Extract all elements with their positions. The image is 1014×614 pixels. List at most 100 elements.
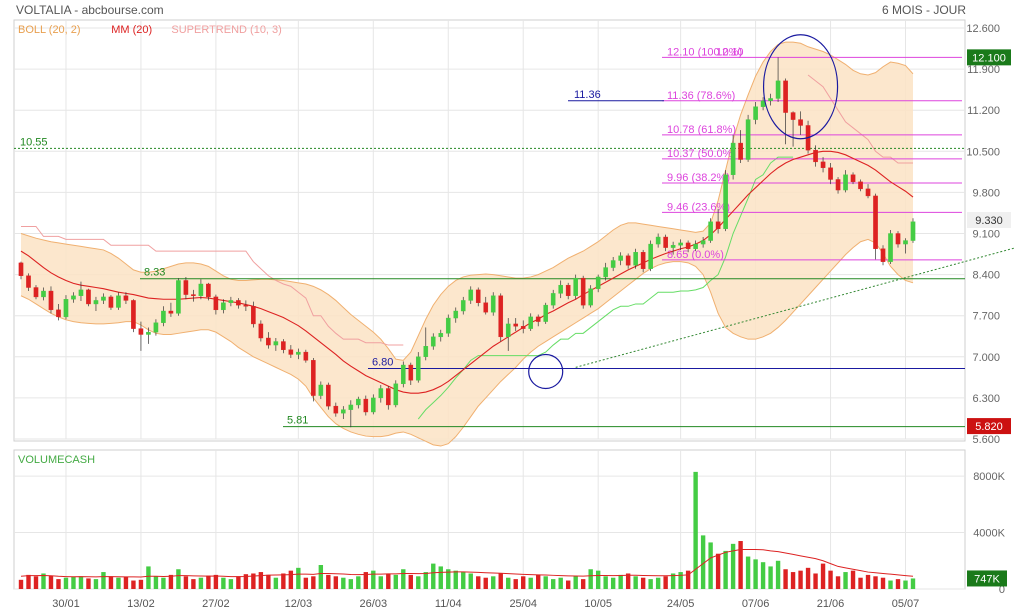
horizontal-level-label: 10.55 (20, 136, 48, 148)
legend-item: BOLL (20, 2) (18, 24, 81, 36)
candle-body (311, 360, 316, 396)
volume-bar (551, 579, 556, 589)
candle-body (798, 119, 803, 126)
candle-body (198, 283, 204, 296)
period-label[interactable]: 6 MOIS - JOUR (881, 3, 966, 17)
candle-body (213, 296, 219, 311)
candle-body (146, 331, 151, 335)
volume-bar (206, 575, 211, 589)
volume-bar (416, 576, 421, 589)
candle-body (693, 243, 698, 249)
candle-body (490, 295, 496, 313)
x-tick-label: 11/04 (435, 598, 462, 610)
volume-bar (116, 577, 121, 589)
volume-bar (798, 570, 803, 589)
candle-body (858, 181, 863, 190)
volume-bar (258, 572, 264, 589)
candle-body (528, 316, 534, 329)
candle-body (191, 294, 196, 296)
volume-bar (603, 576, 608, 589)
volume-bar (745, 556, 751, 589)
horizontal-level-label: 6.80 (372, 357, 393, 369)
candle-body (101, 296, 106, 301)
volume-bar (843, 572, 848, 589)
volume-bar (760, 562, 766, 589)
candle-body (850, 174, 856, 183)
volume-bar (18, 579, 24, 589)
candle-body (48, 290, 54, 311)
candle-body (603, 267, 608, 278)
volume-bar (393, 574, 398, 589)
volume-last-tag (967, 570, 1007, 587)
volume-bar (715, 553, 721, 589)
candle-body (131, 300, 136, 329)
candle-body (176, 280, 181, 314)
volume-bar (498, 573, 503, 589)
volume-bar (356, 576, 361, 589)
volume-bar (835, 576, 841, 589)
volume-bar (446, 569, 451, 589)
volume-bar (491, 576, 496, 589)
volume-bar (670, 573, 676, 589)
candle-body (745, 119, 751, 160)
volume-bar (386, 573, 391, 589)
supertrend-line (807, 74, 913, 164)
price-tag-label: 9.330 (975, 215, 1003, 227)
volume-bar (476, 576, 481, 589)
candle-body (161, 310, 166, 323)
volume-bar (318, 565, 324, 589)
volume-bar (708, 542, 713, 589)
candle-body (41, 290, 46, 298)
candle-body (168, 310, 174, 314)
fibonacci-peak-label: 12.10 (716, 46, 744, 58)
volume-bar (775, 560, 781, 589)
supertrend-line (21, 225, 404, 346)
volume-bar (311, 576, 316, 589)
volume-bar (378, 576, 383, 589)
candle-body (445, 317, 451, 334)
x-tick-label: 25/04 (509, 598, 537, 610)
volume-bar (685, 570, 691, 589)
volume-bar (723, 550, 728, 589)
volume-bar (453, 570, 458, 589)
volume-bar (438, 566, 443, 589)
candle-body (78, 289, 84, 296)
fibonacci-level-label: 10.37 (50.0%) (667, 148, 736, 160)
candle-body (108, 296, 114, 308)
price-tick-label: 7.000 (972, 352, 1000, 364)
candle-body (843, 174, 848, 191)
candle-body (333, 405, 339, 414)
volume-bar (138, 579, 144, 589)
volume-bar (633, 576, 638, 589)
candle-body (326, 384, 331, 407)
volume-bar (663, 576, 668, 589)
volume-bar (640, 577, 646, 589)
candle-body (303, 351, 309, 361)
volume-bar (363, 572, 369, 589)
highlight-circle-low (528, 353, 564, 390)
candle-body (865, 188, 871, 197)
candle-body (378, 388, 384, 399)
horizontal-level-label: 11.36 (574, 89, 601, 101)
candle-body (535, 316, 541, 322)
horizontal-level-label: 8.33 (144, 267, 165, 279)
candle-body (498, 295, 504, 338)
volume-bar (48, 575, 54, 589)
candle-body (685, 242, 691, 249)
candle-body (475, 289, 481, 303)
candle-body (783, 80, 788, 113)
candle-body (153, 322, 159, 333)
price-tick-label: 8.400 (972, 270, 1000, 282)
price-tag (967, 211, 1011, 228)
candle-body (595, 276, 601, 289)
candle-body (558, 284, 563, 294)
candle-body (790, 112, 796, 120)
x-tick-label: 05/07 (892, 598, 920, 610)
trendline (575, 247, 1014, 368)
volume-bar (431, 563, 436, 589)
price-tick-label: 9.800 (972, 187, 1000, 199)
candle-body (813, 149, 818, 163)
volume-bar (78, 576, 84, 589)
volume-bar (513, 579, 518, 589)
